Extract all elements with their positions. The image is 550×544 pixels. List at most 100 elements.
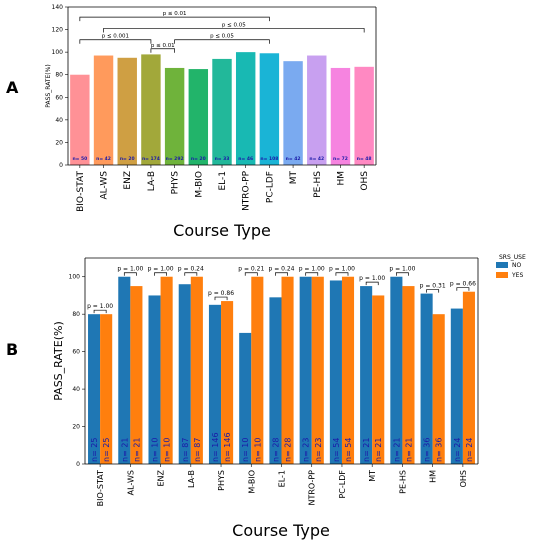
- p-value-label-b: p = 0.66: [450, 281, 476, 288]
- x-tick-label-b: ENZ: [157, 469, 166, 486]
- y-tick-label-b: 40: [72, 386, 80, 393]
- bar-b-yes-hm: [432, 314, 445, 464]
- y-tick-label-a: 100: [52, 49, 64, 56]
- bar-b-yes-pe-hs: [402, 286, 415, 464]
- x-tick-label-b: PHYS: [217, 470, 226, 491]
- bar-b-no-pe-hs: [390, 276, 403, 464]
- n-label-b: n= 54: [344, 438, 353, 463]
- x-tick-label-a: MT: [289, 171, 299, 185]
- bar-b-no-ntro-pp: [299, 276, 312, 464]
- x-tick-label-b: HM: [429, 470, 438, 483]
- n-label-b: n= 28: [284, 438, 293, 463]
- x-tick-label-a: NTRO-PP: [242, 170, 252, 210]
- x-tick-label-a: M-BIO: [194, 171, 204, 198]
- bar-a-pc-ldf: [259, 53, 280, 166]
- n-label-b: n= 36: [435, 438, 444, 463]
- x-tick-label-b: PE-HS: [398, 470, 407, 494]
- significance-bracket-a: [174, 39, 270, 44]
- n-label-a: n= 174: [142, 156, 160, 162]
- y-tick-label-b: 80: [72, 311, 80, 318]
- bar-b-yes-la-b: [190, 276, 203, 464]
- n-label-b: n= 21: [404, 438, 413, 463]
- bar-b-no-mt: [360, 286, 373, 464]
- x-tick-label-b: AL-WS: [126, 470, 135, 495]
- p-value-label-b: p = 0.31: [420, 283, 446, 290]
- p-value-bracket-b: [365, 281, 379, 286]
- n-label-b: n= 146: [211, 432, 220, 462]
- bar-a-mt: [283, 61, 303, 165]
- bar-a-la-b: [141, 54, 161, 165]
- bar-b-no-enz: [148, 295, 161, 464]
- y-tick-label-a: 140: [52, 4, 64, 11]
- p-value-bracket-b: [275, 272, 288, 276]
- p-value-label-b: p = 1.00: [389, 266, 415, 273]
- p-value-label-b: p = 1.00: [148, 266, 174, 273]
- n-label-a: n= 108: [260, 156, 278, 162]
- p-value-label-b: p = 1.00: [329, 266, 355, 273]
- significance-label-a: p ≤ 0.001: [102, 34, 129, 40]
- bar-b-no-al-ws: [118, 276, 131, 464]
- n-label-a: n= 72: [333, 156, 348, 162]
- bar-b-yes-phys: [221, 301, 234, 464]
- legend-title: SRS_USE: [499, 254, 526, 261]
- bar-b-no-pc-ldf: [329, 280, 342, 464]
- x-tick-label-a: PC-LDF: [265, 171, 275, 203]
- n-label-b: n= 54: [332, 438, 341, 463]
- n-label-a: n= 50: [72, 156, 87, 162]
- legend-label-no: NO: [512, 262, 521, 269]
- y-tick-label-a: 120: [52, 27, 64, 34]
- n-label-b: n= 21: [392, 438, 401, 463]
- x-tick-label-b: OHS: [459, 470, 468, 487]
- significance-bracket-a: [79, 39, 152, 44]
- x-tick-label-a: OHS: [360, 171, 370, 191]
- n-label-a: n= 33: [215, 156, 230, 162]
- x-tick-label-b: BIO-STAT: [96, 470, 105, 506]
- legend-swatch-yes: [496, 272, 508, 278]
- p-value-bracket-b: [305, 272, 319, 276]
- bar-b-no-la-b: [178, 284, 191, 464]
- bar-b-no-m-bio: [239, 332, 252, 464]
- p-value-label-b: p = 0.86: [208, 290, 234, 297]
- n-label-b: n= 25: [102, 438, 111, 463]
- n-label-a: n= 42: [96, 156, 111, 162]
- y-tick-label-a: 20: [55, 139, 63, 146]
- bar-a-enz: [117, 57, 137, 165]
- n-label-a: n= 292: [166, 156, 184, 162]
- p-value-bracket-b: [184, 272, 198, 276]
- n-label-b: n= 21: [120, 438, 129, 463]
- x-axis-title-b: Course Type: [232, 521, 330, 540]
- p-value-label-b: p = 1.00: [117, 266, 143, 273]
- n-label-a: n= 46: [238, 156, 253, 162]
- x-tick-label-a: PHYS: [171, 171, 181, 195]
- p-value-label-b: p = 1.00: [87, 303, 113, 310]
- p-value-bracket-b: [214, 296, 228, 301]
- bar-b-no-ohs: [450, 308, 463, 464]
- n-label-a: n= 20: [120, 156, 135, 162]
- x-tick-label-a: PE-HS: [313, 171, 323, 198]
- bar-b-no-phys: [208, 304, 222, 464]
- n-label-a: n= 20: [191, 156, 206, 162]
- panel-label-b: B: [6, 340, 19, 359]
- n-label-b: n= 10: [253, 438, 262, 463]
- bar-a-al-ws: [93, 55, 114, 165]
- n-label-b: n= 87: [181, 438, 190, 463]
- x-tick-label-a: LA-B: [147, 171, 157, 191]
- p-value-label-b: p = 1.00: [359, 275, 385, 282]
- bar-a-el-1: [212, 58, 232, 165]
- bar-b-no-el-1: [269, 297, 282, 464]
- n-label-b: n= 146: [223, 432, 232, 462]
- bar-b-no-bio-stat: [88, 314, 101, 464]
- n-label-b: n= 10: [163, 438, 172, 463]
- n-label-a: n= 48: [357, 156, 372, 162]
- p-value-bracket-b: [396, 272, 409, 276]
- n-label-b: n= 10: [151, 438, 160, 463]
- y-axis-title-b: PASS_RATE(%): [52, 321, 65, 401]
- x-tick-label-a: HM: [336, 171, 346, 186]
- y-tick-label-a: 80: [55, 72, 63, 79]
- n-label-b: n= 28: [271, 438, 280, 463]
- bar-b-yes-m-bio: [251, 276, 264, 464]
- bar-b-yes-el-1: [281, 276, 294, 464]
- y-tick-label-b: 100: [69, 274, 81, 281]
- n-label-b: n= 21: [374, 438, 383, 463]
